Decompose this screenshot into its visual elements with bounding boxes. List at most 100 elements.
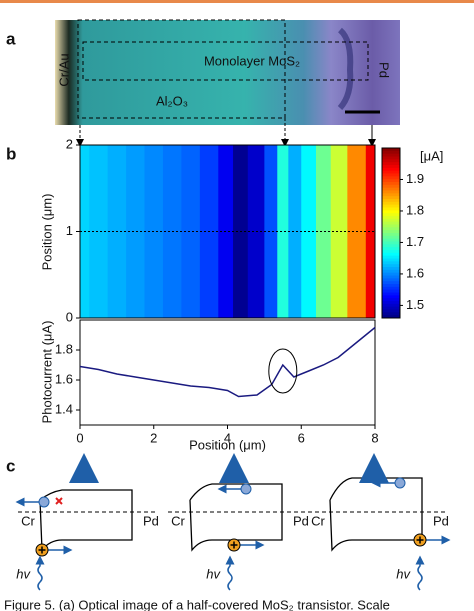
heat-cell — [264, 145, 278, 318]
colorbar-step — [382, 278, 400, 282]
heat-cell — [181, 145, 201, 318]
band-diagram: Cr Pd hv — [168, 453, 309, 591]
material-label: Monolayer MoS₂ — [204, 53, 300, 68]
colorbar-step — [382, 173, 400, 177]
colorbar-step — [382, 301, 400, 305]
colorbar-step — [382, 196, 400, 200]
hole-plus — [38, 546, 46, 554]
electrode-label: Cr/Au — [56, 53, 71, 86]
colorbar-tick-label: 1.8 — [406, 202, 424, 217]
colorbar-step — [382, 247, 400, 251]
colorbar-step — [382, 148, 400, 152]
colorbar-step — [382, 298, 400, 302]
colorbar-step — [382, 165, 400, 169]
colorbar-step — [382, 179, 400, 183]
colorbar-step — [382, 261, 400, 265]
panel-label: b — [6, 144, 16, 163]
y-tick-label: 2 — [66, 136, 73, 151]
photon — [35, 555, 45, 591]
band-diagram: Cr Pd hv — [15, 453, 159, 591]
colorbar-step — [382, 258, 400, 262]
colorbar-step — [382, 233, 400, 237]
y-axis-title: Position (μm) — [39, 194, 54, 271]
colorbar-step — [382, 235, 400, 240]
band-edge — [39, 489, 133, 552]
colorbar-step — [382, 153, 400, 157]
colorbar-step — [382, 162, 400, 166]
colorbar-step — [382, 255, 400, 259]
colorbar-tick-label: 1.7 — [406, 234, 424, 249]
plot-frame — [79, 319, 376, 426]
y-tick-label: 1.4 — [55, 401, 73, 416]
y-axis-title: Photocurrent (μA) — [39, 321, 54, 424]
colorbar-title: [μA] — [420, 148, 443, 163]
colorbar-tick-label: 1.5 — [406, 297, 424, 312]
light-label: hv — [396, 566, 411, 581]
caption: Figure 5. (a) Optical image of a half-co… — [4, 597, 390, 611]
colorbar-step — [382, 190, 400, 194]
y-tick-label: 0 — [66, 309, 73, 324]
x-tick-label: 4 — [224, 430, 231, 445]
heat-cell — [330, 145, 348, 318]
colorbar-step — [382, 167, 400, 172]
colorbar-step — [382, 230, 400, 234]
highlight-circle — [268, 348, 298, 394]
colorbar-step — [382, 238, 400, 242]
colorbar-step — [382, 241, 400, 245]
band-edge — [329, 477, 423, 552]
colorbar-step — [382, 252, 400, 257]
colorbar-step — [382, 170, 400, 174]
band-edge — [189, 483, 283, 552]
colorbar-step — [382, 221, 400, 225]
colorbar-tick-label: 1.9 — [406, 171, 424, 186]
heat-cell — [89, 145, 109, 318]
heat-cell — [277, 145, 289, 318]
data-line — [79, 326, 376, 398]
colorbar-step — [382, 264, 400, 268]
y-tick-label: 1.8 — [55, 341, 73, 356]
colorbar-step — [382, 269, 400, 274]
photon — [225, 555, 235, 591]
contact-label: Pd — [143, 513, 159, 528]
colorbar-step — [382, 207, 400, 211]
colorbar-step — [382, 267, 400, 271]
colorbar-step — [382, 281, 400, 285]
colorbar-tick-label: 1.6 — [406, 265, 424, 280]
x-tick-label: 0 — [76, 430, 83, 445]
electron — [38, 496, 50, 508]
colorbar-step — [382, 159, 400, 163]
x-axis-title: Position (μm) — [189, 437, 266, 452]
material-label: Al₂O₃ — [156, 93, 188, 108]
light-label: hv — [16, 566, 31, 581]
y-tick-label: 1.6 — [55, 371, 73, 386]
colorbar-step — [382, 306, 400, 310]
heat-cell — [365, 145, 376, 318]
pd-electrode — [337, 27, 354, 111]
contact-label: Cr — [171, 513, 185, 528]
top-rule — [0, 0, 474, 3]
contact-label: Cr — [21, 513, 35, 528]
dashed-box — [77, 19, 286, 119]
colorbar-step — [382, 218, 400, 223]
colorbar-step — [382, 182, 400, 186]
colorbar-step — [382, 193, 400, 197]
panel-label: a — [6, 29, 16, 48]
colorbar-step — [382, 295, 400, 299]
colorbar-step — [382, 184, 400, 189]
contact-label: Pd — [293, 513, 309, 528]
colorbar-step — [382, 312, 400, 316]
colorbar-step — [382, 176, 400, 180]
colorbar-step — [382, 156, 400, 160]
x-tick-label: 2 — [150, 430, 157, 445]
colorbar-step — [382, 272, 400, 276]
contact-label: Cr — [311, 513, 325, 528]
dashed-box — [82, 41, 369, 81]
y-tick-label: 1 — [66, 223, 73, 238]
colorbar-step — [382, 315, 400, 319]
x-tick-label: 6 — [298, 430, 305, 445]
colorbar-step — [382, 150, 400, 155]
colorbar-step — [382, 286, 400, 291]
colorbar-step — [382, 199, 400, 203]
colorbar-step — [382, 224, 400, 228]
